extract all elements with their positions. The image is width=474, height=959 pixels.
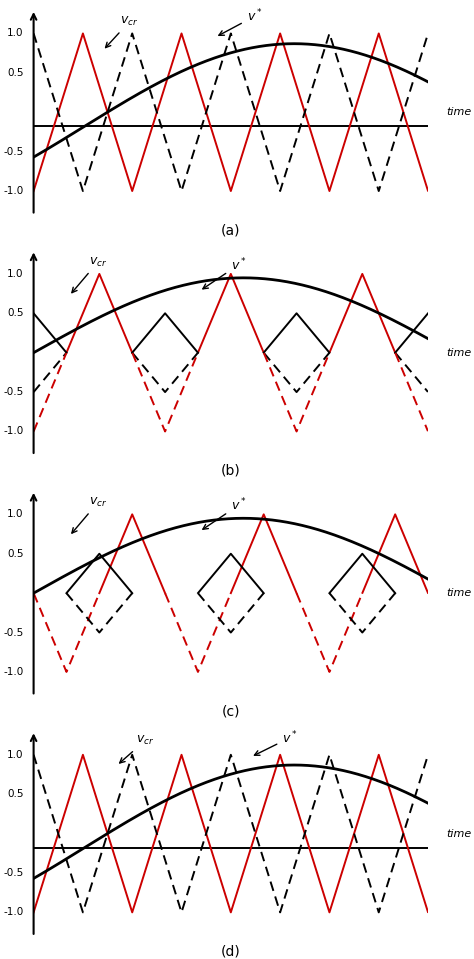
Text: 1.0: 1.0 — [7, 750, 24, 760]
Text: $v^*$: $v^*$ — [203, 256, 246, 289]
Text: 1.0: 1.0 — [7, 269, 24, 279]
Text: time: time — [446, 829, 471, 838]
Text: $v^*$: $v^*$ — [203, 497, 246, 529]
Text: time: time — [446, 588, 471, 598]
Text: (c): (c) — [221, 704, 240, 718]
Text: 0.5: 0.5 — [7, 789, 24, 799]
Text: $v_{cr}$: $v_{cr}$ — [120, 734, 155, 763]
Text: time: time — [446, 348, 471, 358]
Text: -0.5: -0.5 — [3, 387, 24, 397]
Text: (b): (b) — [221, 464, 241, 478]
Text: $v_{cr}$: $v_{cr}$ — [72, 496, 107, 533]
Text: time: time — [446, 107, 471, 117]
Text: 1.0: 1.0 — [7, 29, 24, 38]
Text: 0.5: 0.5 — [7, 549, 24, 559]
Text: -0.5: -0.5 — [3, 147, 24, 156]
Text: -1.0: -1.0 — [3, 427, 24, 436]
Text: -1.0: -1.0 — [3, 667, 24, 677]
Text: -1.0: -1.0 — [3, 186, 24, 196]
Text: -0.5: -0.5 — [3, 868, 24, 878]
Text: -0.5: -0.5 — [3, 627, 24, 638]
Text: $v_{cr}$: $v_{cr}$ — [72, 255, 107, 292]
Text: 0.5: 0.5 — [7, 68, 24, 78]
Text: (a): (a) — [221, 223, 241, 238]
Text: $v_{cr}$: $v_{cr}$ — [106, 15, 138, 48]
Text: 0.5: 0.5 — [7, 308, 24, 318]
Text: 1.0: 1.0 — [7, 509, 24, 520]
Text: $v^*$: $v^*$ — [255, 730, 298, 756]
Text: $v^*$: $v^*$ — [219, 8, 263, 35]
Text: -1.0: -1.0 — [3, 907, 24, 918]
Text: (d): (d) — [221, 945, 241, 959]
